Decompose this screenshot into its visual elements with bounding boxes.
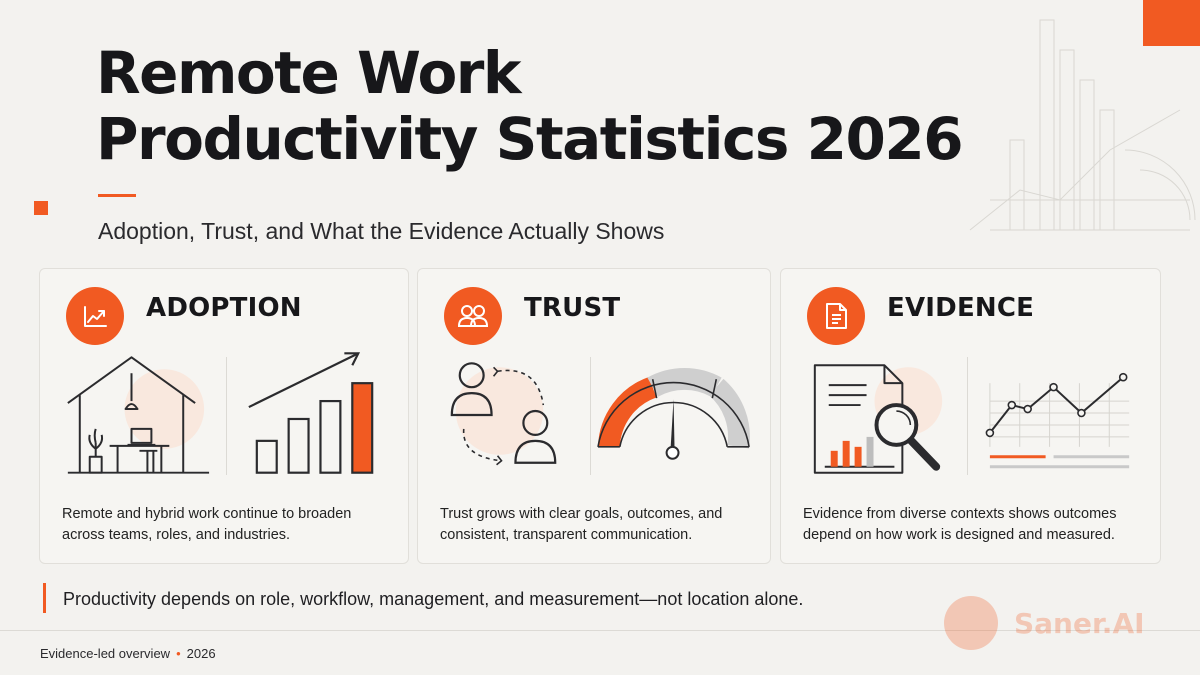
footer-label: Evidence-led overview [40,646,171,661]
people-icon [444,287,502,345]
adoption-heading: ADOPTION [146,293,302,323]
trust-card: TRUST [417,268,771,564]
footer: Evidence-led overview • 2026 [40,646,216,661]
key-takeaway: Productivity depends on role, workflow, … [63,589,804,609]
title-line-1: Remote Work [96,39,521,107]
home-office-illustration [67,352,374,474]
footer-separator: • [176,646,181,661]
footer-divider [0,630,1200,631]
adoption-divider [226,357,227,475]
trend-line-icon [66,287,124,345]
adoption-text: Remote and hybrid work continue to broad… [62,506,352,543]
background-line-art [969,19,1196,231]
document-icon [807,287,865,345]
watermark: Saner.AI [944,596,1145,650]
evidence-text: Evidence from diverse contexts shows out… [803,506,1117,543]
title-underline [98,194,136,197]
footer-year: 2026 [186,646,216,661]
adoption-card: ADOPTION [39,268,409,564]
evidence-divider [967,357,968,475]
side-accent-square [34,201,48,215]
callout-accent-bar [43,583,46,613]
title-line-2: Productivity Statistics 2026 [96,105,964,173]
trust-text: Trust grows with clear goals, outcomes, … [440,506,723,543]
evidence-illustration [813,364,1130,474]
evidence-heading: EVIDENCE [887,293,1035,323]
page-title: Remote Work Productivity Statistics 2026 [96,39,964,173]
subtitle: Adoption, Trust, and What the Evidence A… [98,218,665,244]
watermark-text: Saner.AI [1014,606,1145,640]
trust-divider [590,357,591,475]
saner-logo-icon [944,596,998,650]
evidence-card: EVIDENCE [780,268,1161,564]
trust-illustration [450,362,750,466]
trust-heading: TRUST [524,293,621,323]
corner-accent-square [1143,0,1200,46]
